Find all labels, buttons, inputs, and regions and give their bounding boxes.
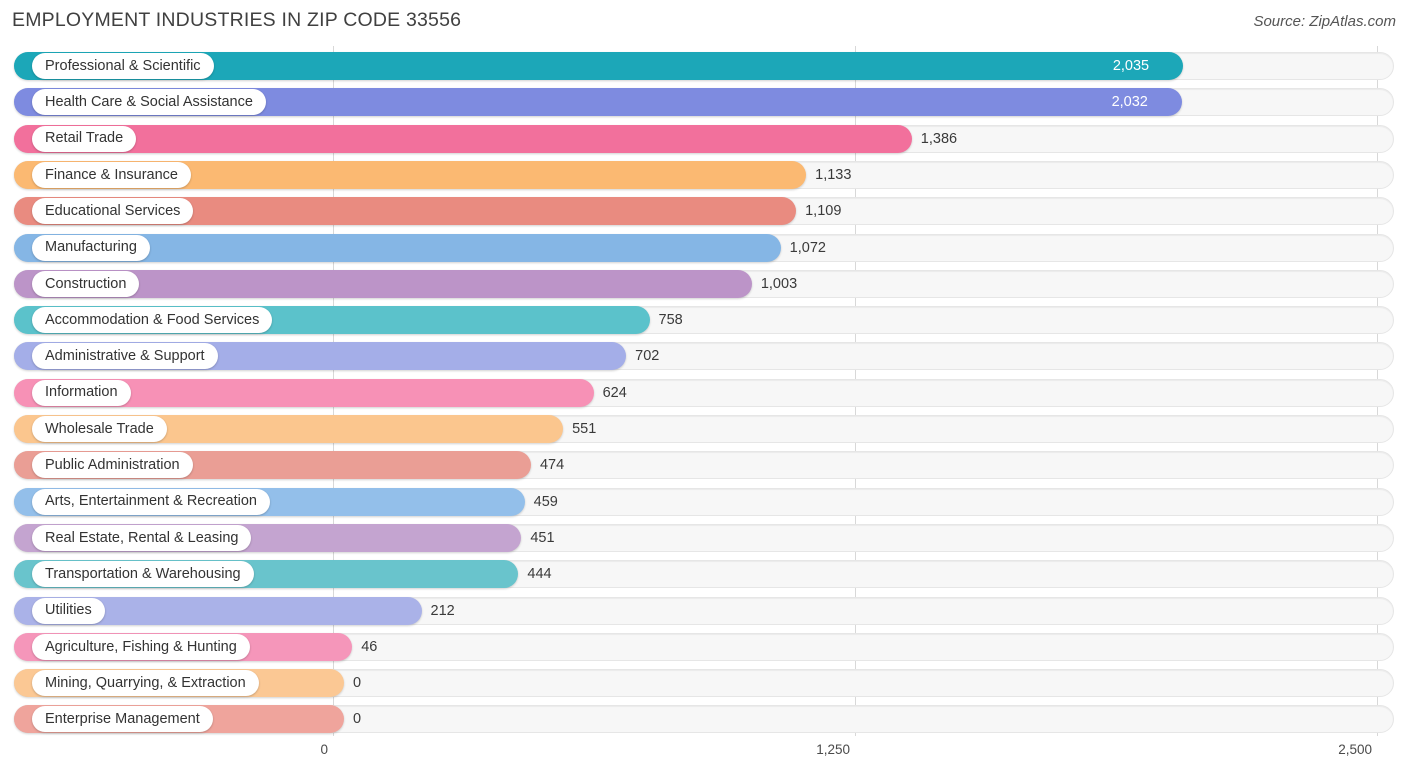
axis-tick-label: 2,500 (1338, 742, 1372, 757)
bar-row[interactable]: Mining, Quarrying, & Extraction 0 (14, 669, 1394, 698)
category-label: Manufacturing (45, 239, 137, 256)
category-label: Wholesale Trade (45, 420, 154, 437)
category-label-pill: Accommodation & Food Services (32, 307, 273, 334)
category-label: Real Estate, Rental & Leasing (45, 529, 239, 546)
chart-plot-area: Professional & Scientific 2,035 Health Car… (0, 46, 1406, 736)
axis-tick-label: 1,250 (816, 742, 850, 757)
category-label: Retail Trade (45, 130, 124, 147)
bar-value-label: 624 (602, 384, 627, 401)
category-label: Transportation & Warehousing (45, 565, 241, 582)
bar-row[interactable]: Educational Services 1,109 (14, 197, 1394, 226)
category-label-pill: Mining, Quarrying, & Extraction (32, 670, 259, 697)
bar-value-label: 0 (353, 711, 362, 728)
bar-value-label: 1,109 (805, 203, 842, 220)
category-label: Arts, Entertainment & Recreation (45, 493, 257, 510)
category-label: Enterprise Management (45, 711, 200, 728)
bar-row[interactable]: Administrative & Support 702 (14, 342, 1394, 371)
bar-row[interactable]: Real Estate, Rental & Leasing 451 (14, 523, 1394, 552)
category-label: Finance & Insurance (45, 166, 178, 183)
bar-value-label: 758 (658, 312, 683, 329)
bar-row[interactable]: Public Administration 474 (14, 451, 1394, 480)
bar-value-label: 2,035 (1112, 58, 1150, 74)
bar-value-label: 444 (527, 566, 552, 583)
bar-row[interactable]: Construction 1,003 (14, 269, 1394, 298)
bar-row[interactable]: Health Care & Social Assistance 2,032 (14, 88, 1394, 117)
category-label: Construction (45, 275, 127, 292)
bar-value-label: 212 (430, 602, 455, 619)
bar-row[interactable]: Retail Trade 1,386 (14, 124, 1394, 153)
category-label-pill: Educational Services (32, 198, 194, 225)
category-label-pill: Agriculture, Fishing & Hunting (32, 633, 250, 660)
chart-header: EMPLOYMENT INDUSTRIES IN ZIP CODE 33556 … (0, 0, 1406, 46)
category-label-pill: Professional & Scientific (32, 53, 214, 79)
bar-value-label: 1,003 (760, 275, 798, 292)
bar-value-label: 1,386 (920, 130, 958, 147)
category-label-pill: Real Estate, Rental & Leasing (32, 524, 252, 551)
x-axis: 0 1,250 2,500 (0, 736, 1406, 776)
category-label: Educational Services (45, 202, 181, 219)
category-label-pill: Utilities (32, 597, 105, 624)
category-label: Administrative & Support (45, 348, 205, 365)
bar-row[interactable]: Information 624 (14, 378, 1394, 407)
bar-value-label: 2,032 (1111, 94, 1148, 111)
category-label-pill: Manufacturing (32, 234, 150, 261)
category-label: Accommodation & Food Services (45, 311, 260, 328)
bar-row[interactable]: Professional & Scientific 2,035 (14, 52, 1394, 80)
bar-value-label: 451 (530, 529, 555, 546)
bar-row[interactable]: Transportation & Warehousing 444 (14, 560, 1394, 589)
category-label-pill: Arts, Entertainment & Recreation (32, 488, 270, 515)
category-label: Mining, Quarrying, & Extraction (45, 674, 246, 691)
bar-value-label: 702 (635, 348, 660, 365)
category-label: Utilities (45, 602, 92, 619)
category-label-pill: Information (32, 379, 131, 406)
category-label-pill: Wholesale Trade (32, 416, 167, 442)
bar-row[interactable]: Accommodation & Food Services 758 (14, 306, 1394, 335)
category-label-pill: Administrative & Support (32, 343, 218, 370)
category-label-pill: Transportation & Warehousing (32, 561, 254, 588)
bar-value-label: 0 (353, 675, 362, 692)
category-label: Health Care & Social Assistance (45, 94, 253, 111)
category-label: Professional & Scientific (45, 57, 201, 74)
category-label-pill: Health Care & Social Assistance (32, 89, 266, 116)
bar-row[interactable]: Arts, Entertainment & Recreation 459 (14, 487, 1394, 516)
category-label: Public Administration (45, 457, 180, 474)
bar-value-label: 1,072 (789, 239, 826, 256)
category-label-pill: Construction (32, 270, 140, 297)
bar-row[interactable]: Enterprise Management 0 (14, 705, 1394, 734)
bar-row[interactable]: Manufacturing 1,072 (14, 233, 1394, 262)
bar-value-label: 46 (361, 638, 378, 655)
bar-rows: Professional & Scientific 2,035 Health Car… (0, 46, 1406, 736)
bar-row[interactable]: Utilities 212 (14, 596, 1394, 625)
category-label-pill: Enterprise Management (32, 706, 213, 733)
axis-tick-label: 0 (320, 742, 328, 757)
bar[interactable] (14, 124, 912, 153)
bar-value-label: 551 (572, 421, 597, 437)
bar-row[interactable]: Wholesale Trade 551 (14, 415, 1394, 443)
bar-value-label: 1,133 (815, 166, 852, 183)
bar-value-label: 474 (539, 457, 565, 474)
bar-row[interactable]: Agriculture, Fishing & Hunting 46 (14, 632, 1394, 661)
source-attribution: Source: ZipAtlas.com (1253, 13, 1396, 30)
category-label-pill: Retail Trade (32, 125, 137, 152)
bar-value-label: 459 (533, 493, 558, 510)
category-label: Information (45, 384, 118, 401)
page-title: EMPLOYMENT INDUSTRIES IN ZIP CODE 33556 (12, 9, 462, 31)
category-label-pill: Finance & Insurance (32, 161, 191, 188)
bar-row[interactable]: Finance & Insurance 1,133 (14, 160, 1394, 189)
category-label-pill: Public Administration (32, 452, 193, 479)
category-label: Agriculture, Fishing & Hunting (45, 638, 237, 655)
